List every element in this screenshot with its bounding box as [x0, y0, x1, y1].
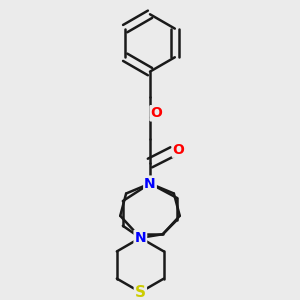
Text: O: O — [173, 143, 184, 157]
Text: N: N — [144, 176, 156, 190]
Text: O: O — [151, 106, 163, 120]
Text: N: N — [134, 231, 146, 245]
Text: S: S — [135, 285, 146, 300]
Text: O: O — [151, 106, 163, 120]
Text: O: O — [173, 142, 185, 156]
